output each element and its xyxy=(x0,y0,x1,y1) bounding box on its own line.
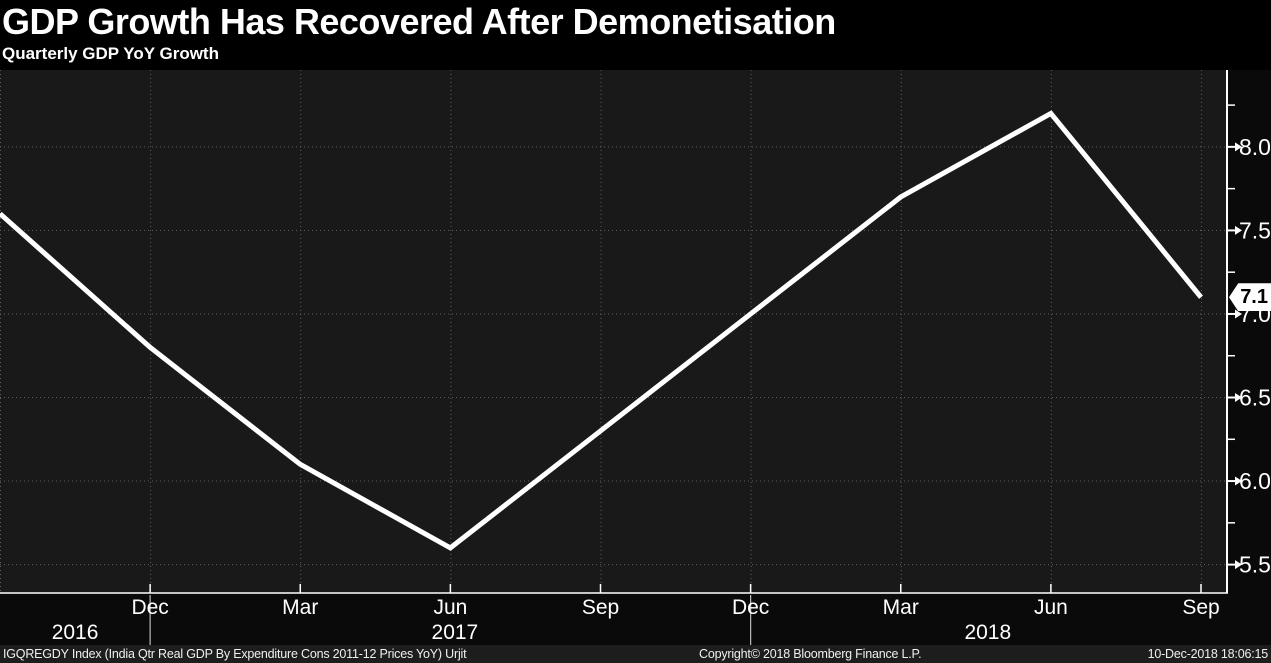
chart-subtitle: Quarterly GDP YoY Growth xyxy=(2,44,219,63)
y-tick-label: 5.5 xyxy=(1239,552,1271,578)
footer-timestamp: 10-Dec-2018 18:06:15 xyxy=(1147,647,1269,661)
y-tick-arrow-icon xyxy=(1235,309,1242,319)
y-tick-arrow-icon xyxy=(1235,476,1242,486)
x-tick-label: Dec xyxy=(131,596,168,619)
last-value-badge: 7.1 xyxy=(1229,283,1271,312)
y-tick-label: 7.5 xyxy=(1239,217,1271,243)
y-tick-arrow-icon xyxy=(1235,560,1242,570)
footer-ticker-info: IGQREGDY Index (India Qtr Real GDP By Ex… xyxy=(3,647,467,661)
year-label: 2018 xyxy=(964,621,1011,644)
chart-header: GDP Growth Has Recovered After Demonetis… xyxy=(0,0,1271,70)
y-tick-label: 8.0 xyxy=(1239,134,1271,160)
y-tick-label: 6.5 xyxy=(1239,385,1271,411)
x-tick-label: Sep xyxy=(1182,596,1219,619)
year-label: 2016 xyxy=(52,621,99,644)
gdp-growth-line xyxy=(0,110,1203,551)
y-tick-arrow-icon xyxy=(1235,142,1242,152)
chart-title: GDP Growth Has Recovered After Demonetis… xyxy=(2,1,836,42)
x-tick-label: Dec xyxy=(732,596,769,619)
last-value-badge-label: 7.1 xyxy=(1240,285,1268,308)
year-label: 2017 xyxy=(432,621,479,644)
y-tick-label: 6.0 xyxy=(1239,468,1271,494)
footer-bar: IGQREGDY Index (India Qtr Real GDP By Ex… xyxy=(0,645,1271,663)
x-tick-label: Jun xyxy=(1034,596,1068,619)
plot-area xyxy=(0,70,1227,593)
x-tick-label: Mar xyxy=(282,596,318,619)
x-tick-label: Jun xyxy=(433,596,467,619)
y-tick-arrow-icon xyxy=(1235,393,1242,403)
x-tick-label: Mar xyxy=(883,596,919,619)
x-tick-label: Sep xyxy=(582,596,619,619)
y-tick-arrow-icon xyxy=(1235,225,1242,235)
footer-copyright: Copyright© 2018 Bloomberg Finance L.P. xyxy=(699,647,922,661)
